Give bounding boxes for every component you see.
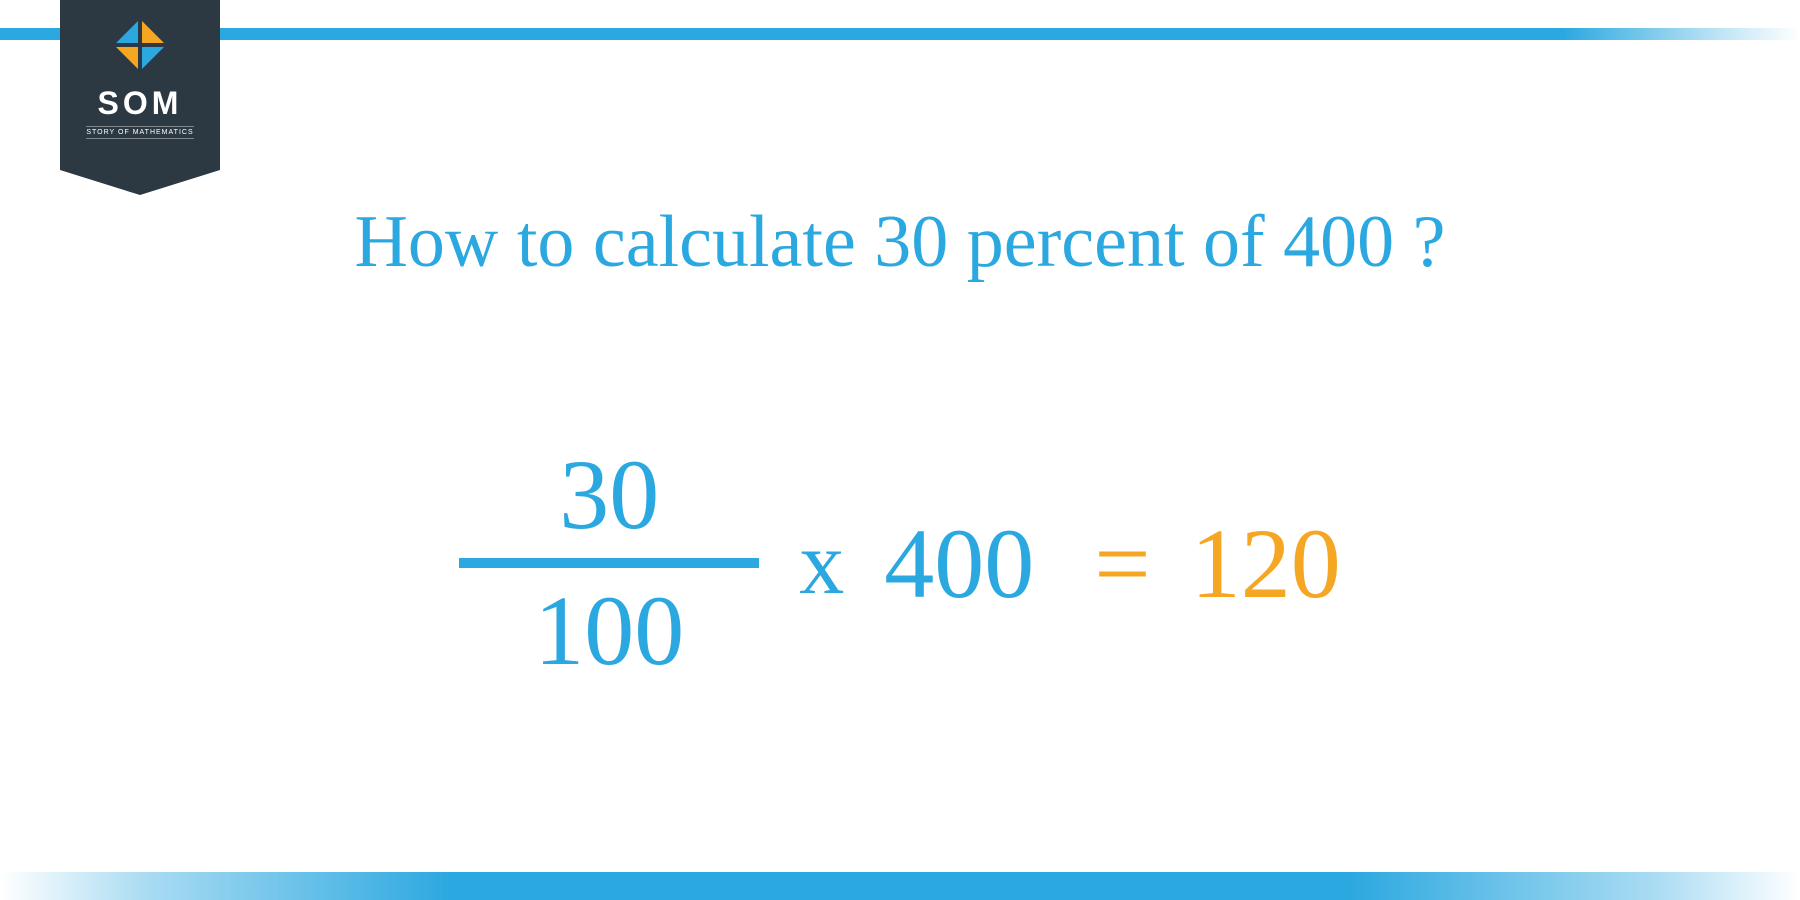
equation-container: 30 100 x 400 = 120 <box>0 440 1800 686</box>
top-accent-bar-right <box>220 28 1800 40</box>
multiplicand-value: 400 <box>884 506 1034 621</box>
result-value: 120 <box>1191 506 1341 621</box>
multiplication-operator: x <box>799 512 844 615</box>
equals-sign: = <box>1094 506 1150 621</box>
top-accent-bar-left <box>0 28 60 40</box>
logo-text: SOM <box>98 85 183 122</box>
bottom-accent-bar <box>0 872 1800 900</box>
page-title: How to calculate 30 percent of 400 ? <box>0 200 1800 285</box>
fraction-numerator: 30 <box>559 440 659 550</box>
fraction-line <box>459 558 759 568</box>
fraction: 30 100 <box>459 440 759 686</box>
logo-icon <box>112 17 168 73</box>
logo-badge: SOM STORY OF MATHEMATICS <box>60 0 220 170</box>
fraction-denominator: 100 <box>534 576 684 686</box>
logo-subtitle: STORY OF MATHEMATICS <box>86 126 193 139</box>
